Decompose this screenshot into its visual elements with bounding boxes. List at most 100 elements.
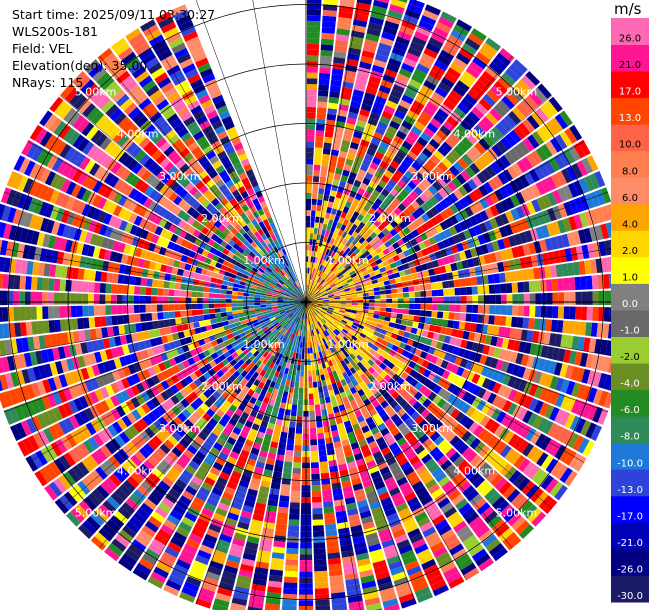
velocity-gate: [396, 476, 408, 487]
velocity-gate: [125, 399, 136, 412]
velocity-gate: [470, 409, 481, 421]
velocity-gate: [327, 270, 333, 276]
velocity-gate: [347, 111, 358, 120]
velocity-gate: [478, 185, 489, 197]
velocity-gate: [203, 309, 210, 315]
velocity-gate: [436, 108, 449, 120]
velocity-gate: [559, 363, 569, 378]
velocity-gate: [525, 427, 537, 442]
velocity-gate: [485, 37, 501, 52]
velocity-gate: [475, 102, 489, 116]
velocity-gate: [317, 380, 323, 388]
velocity-gate: [347, 461, 357, 469]
velocity-gate: [331, 331, 337, 338]
velocity-gate: [311, 274, 314, 280]
velocity-gate: [130, 397, 141, 409]
velocity-gate: [328, 303, 335, 306]
velocity-gate: [378, 581, 394, 592]
velocity-gate: [294, 302, 301, 304]
velocity-gate: [468, 332, 476, 341]
velocity-gate: [316, 294, 322, 298]
velocity-gate: [306, 84, 318, 90]
velocity-gate: [139, 286, 146, 295]
velocity-gate: [429, 446, 441, 458]
velocity-gate: [226, 481, 238, 490]
velocity-gate: [294, 300, 301, 302]
velocity-gate: [77, 355, 86, 368]
velocity-gate: [105, 294, 112, 304]
velocity-gate: [83, 269, 91, 281]
velocity-gate: [499, 155, 511, 168]
velocity-gate: [259, 369, 266, 377]
velocity-gate: [52, 391, 63, 406]
velocity-gate: [564, 413, 576, 429]
velocity-gate: [262, 326, 269, 332]
velocity-gate: [282, 361, 288, 368]
velocity-gate: [385, 15, 402, 25]
velocity-gate: [402, 403, 412, 413]
velocity-gate: [365, 416, 374, 425]
velocity-gate: [429, 170, 440, 181]
velocity-gate: [432, 332, 440, 341]
velocity-gate: [116, 294, 123, 304]
velocity-gate: [577, 336, 585, 351]
velocity-gate: [409, 369, 418, 378]
velocity-gate: [484, 510, 499, 524]
velocity-gate: [165, 387, 175, 398]
velocity-gate: [552, 205, 563, 220]
velocity-gate: [362, 586, 378, 595]
velocity-gate: [343, 75, 355, 84]
velocity-gate: [244, 365, 252, 373]
velocity-gate: [396, 385, 405, 395]
velocity-gate: [130, 352, 139, 363]
velocity-gate: [426, 74, 440, 86]
velocity-gate: [511, 162, 523, 176]
velocity-gate: [195, 346, 203, 355]
velocity-gate: [77, 480, 91, 495]
velocity-gate: [444, 169, 456, 180]
velocity-gate: [566, 232, 576, 247]
velocity-gate: [297, 358, 302, 365]
velocity-gate: [502, 532, 518, 547]
velocity-gate: [319, 288, 326, 293]
velocity-gate: [383, 320, 390, 327]
velocity-gate: [234, 586, 250, 595]
velocity-gate: [259, 331, 266, 338]
velocity-gate: [569, 452, 582, 469]
velocity-gate: [482, 466, 495, 479]
velocity-gate: [318, 449, 327, 457]
velocity-gate: [540, 345, 549, 358]
velocity-gate: [522, 243, 531, 256]
velocity-gate: [359, 510, 372, 519]
velocity-gate: [329, 283, 336, 288]
velocity-gate: [431, 259, 439, 268]
velocity-gate: [288, 513, 300, 520]
velocity-gate: [373, 431, 383, 441]
velocity-gate: [407, 421, 418, 431]
velocity-gate: [356, 361, 364, 369]
velocity-gate: [197, 466, 209, 476]
velocity-gate: [441, 480, 454, 492]
velocity-gate: [340, 353, 347, 360]
velocity-gate: [459, 415, 470, 426]
velocity-gate: [482, 314, 490, 324]
velocity-gate: [405, 274, 413, 281]
velocity-gate: [334, 45, 348, 53]
velocity-gate: [523, 293, 530, 305]
velocity-gate: [297, 329, 301, 336]
velocity-gate: [179, 290, 186, 297]
velocity-gate: [310, 279, 314, 286]
velocity-gate: [199, 544, 214, 555]
velocity-gate: [399, 324, 407, 331]
velocity-gate: [350, 386, 357, 395]
velocity-gate: [292, 352, 296, 359]
velocity-gate: [78, 500, 93, 515]
velocity-gate: [239, 563, 254, 573]
velocity-gate: [272, 320, 278, 325]
velocity-gate: [221, 391, 230, 400]
velocity-gate: [289, 304, 295, 306]
velocity-gate: [351, 477, 362, 486]
velocity-gate: [596, 355, 606, 371]
velocity-gate: [329, 333, 335, 339]
velocity-gate: [212, 427, 222, 437]
